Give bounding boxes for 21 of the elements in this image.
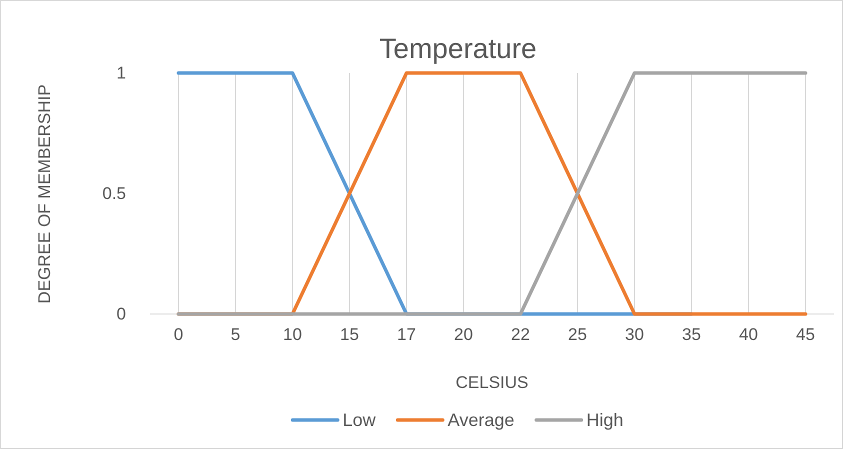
x-tick-label: 25 bbox=[568, 325, 587, 344]
x-tick-label: 30 bbox=[625, 325, 644, 344]
y-tick-label: 1 bbox=[116, 63, 126, 82]
x-tick-label: 20 bbox=[454, 325, 473, 344]
chart-title: Temperature bbox=[379, 33, 537, 64]
x-tick-label: 17 bbox=[397, 325, 416, 344]
x-tick-label: 35 bbox=[682, 325, 701, 344]
y-axis-title: DEGREE OF MEMBERSHIP bbox=[35, 84, 54, 304]
legend-label: Average bbox=[448, 410, 514, 430]
x-tick-label: 10 bbox=[283, 325, 302, 344]
x-tick-label: 45 bbox=[796, 325, 815, 344]
x-tick-label: 40 bbox=[739, 325, 758, 344]
y-tick-label: 0.5 bbox=[102, 184, 126, 203]
x-axis-title: CELSIUS bbox=[456, 373, 528, 392]
x-tick-label: 22 bbox=[511, 325, 530, 344]
x-tick-label: 5 bbox=[230, 325, 240, 344]
y-tick-label: 0 bbox=[116, 304, 126, 324]
legend-label: High bbox=[586, 410, 624, 430]
x-tick-label: 0 bbox=[174, 325, 184, 344]
x-tick-label: 15 bbox=[340, 325, 359, 344]
legend-label: Low bbox=[342, 410, 377, 430]
